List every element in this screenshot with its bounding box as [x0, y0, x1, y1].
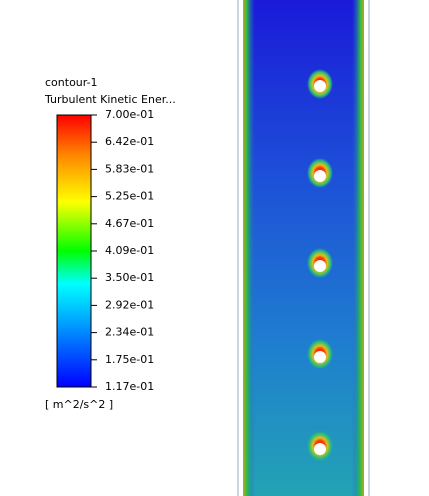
color-bar [56, 114, 92, 388]
tick-label: 4.09e-01 [105, 244, 154, 257]
hole [314, 80, 326, 92]
legend-quantity: Turbulent Kinetic Ener... [44, 93, 176, 106]
tick-label: 3.50e-01 [105, 271, 154, 284]
tick-label: 6.42e-01 [105, 135, 154, 148]
contour-plot [237, 0, 370, 496]
tick-label: 4.67e-01 [105, 217, 154, 230]
wall-layer [243, 0, 255, 496]
tick-label: 1.17e-01 [105, 380, 154, 393]
tick-label: 5.83e-01 [105, 162, 154, 175]
legend: contour-1 Turbulent Kinetic Ener... [ m^… [44, 76, 176, 411]
tick-label: 1.75e-01 [105, 353, 154, 366]
tick-label: 5.25e-01 [105, 190, 154, 203]
hole [314, 351, 326, 363]
holes [307, 69, 333, 461]
tick-label: 2.34e-01 [105, 326, 154, 339]
hole [314, 443, 326, 455]
hole [314, 170, 326, 182]
legend-title: contour-1 [45, 76, 98, 89]
legend-unit: [ m^2/s^2 ] [45, 398, 113, 411]
tick-label: 2.92e-01 [105, 298, 154, 311]
wall-layer [352, 0, 364, 496]
hole [314, 260, 326, 272]
flow-field [243, 0, 364, 496]
tick-label: 7.00e-01 [105, 108, 154, 121]
